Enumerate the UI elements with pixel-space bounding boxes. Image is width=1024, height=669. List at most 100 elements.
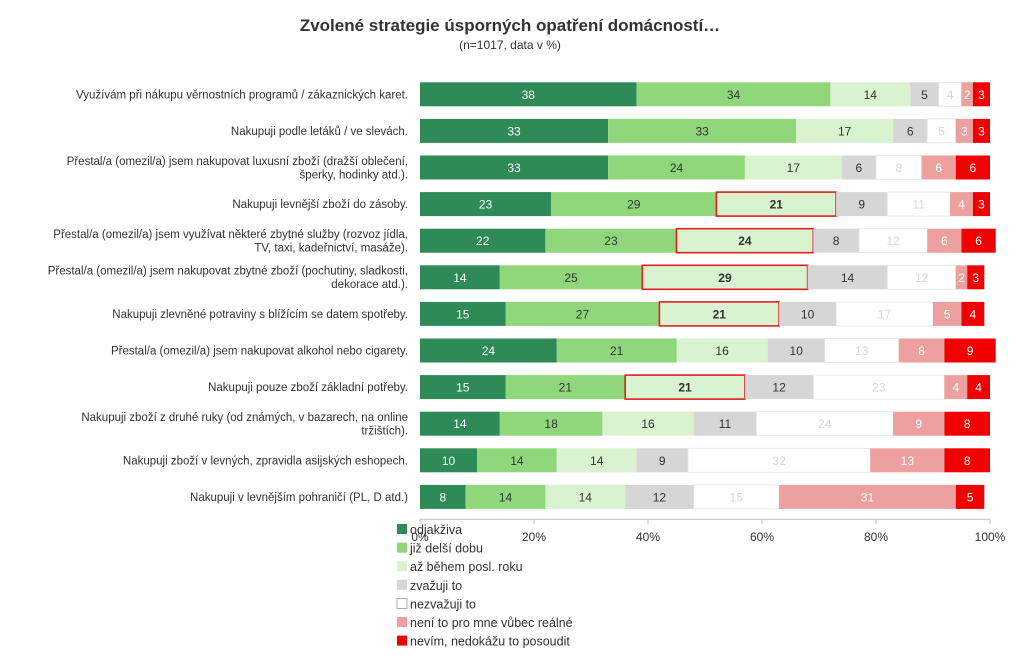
data-label: 24 [818,417,832,431]
x-tick-label: 0% [411,530,429,544]
category-label: Nakupuji v levnějším pohraničí (PL, D at… [190,492,408,504]
data-label: 17 [838,124,852,138]
bar-segment [625,484,694,509]
category-label: Nakupuji zboží v levných, zpravidla asij… [123,455,408,467]
bar-segment [420,301,506,326]
bar-segment [858,228,928,254]
x-tick-label: 20% [522,530,546,544]
data-label: 3 [972,271,979,285]
data-label: 32 [772,454,786,468]
data-label: 14 [510,454,524,468]
bar-segment [420,338,557,363]
bar-segment [972,192,990,217]
category-label-line: TV, taxi, kadeřnictví, masáže). [254,242,408,254]
bar-segment [910,82,939,107]
category-label-line: Využívám při nákupu věrnostních programů… [76,89,408,101]
category-label-line: Nakupuji v levnějším pohraničí (PL, D at… [190,492,408,504]
legend-label: zvažuji to [410,579,462,593]
data-label: 11 [719,417,732,431]
bar-segment [744,155,842,180]
data-label: 5 [938,124,945,138]
bar-segment [933,301,962,326]
bar-segment [813,228,859,253]
bar-segment [796,118,894,143]
data-label: 21 [559,381,573,395]
bar-segment [641,264,809,291]
bar-segment [944,375,968,400]
bar-segment [556,448,637,473]
data-label: 14 [864,88,878,102]
bar-segment [505,301,660,326]
data-label: 6 [941,234,948,248]
category-label-line: Přestal/a (omezil/a) jsem nakupovat luxu… [67,156,408,168]
x-tick-label: 80% [864,530,888,544]
data-label: 33 [695,124,709,138]
data-label: 29 [627,198,641,212]
category-label-line: šperky, hodinky atd.). [300,169,408,181]
bar-segment [608,155,745,180]
bar-segment [687,447,871,473]
data-label: 17 [787,161,801,175]
bar-segment [824,338,900,363]
category-label-line: Nakupuji podle letáků / ve slevách. [231,126,408,138]
category-label-line: Přestal/a (omezil/a) jsem využívat někte… [53,229,408,241]
data-label: 10 [442,454,456,468]
legend-label: až během posl. roku [410,560,523,574]
bar-segment [961,301,985,326]
data-label: 4 [952,381,959,395]
bar-segment [420,155,609,180]
bar-segment [972,118,990,143]
bar-segment [499,411,603,436]
bar-segment [961,82,973,107]
bar-segment [545,228,677,253]
data-label: 23 [479,198,493,212]
category-label: Nakupuji zlevněné potraviny s blížícím s… [112,309,408,321]
legend-label: nevím, nedokážu to posoudit [410,635,570,649]
data-label: 9 [858,198,865,212]
bar-segment [499,265,643,290]
bar-segment [927,228,962,253]
data-label: 4 [947,88,954,102]
bar-segment [961,228,996,253]
data-label: 5 [921,88,928,102]
data-label: 21 [770,198,784,212]
x-tick-label: 100% [975,530,1006,544]
legend-swatch [397,561,407,572]
bar-segment [477,448,557,473]
legend-swatch [397,524,407,534]
bar-segment [898,338,945,363]
data-label: 11 [913,198,926,212]
data-label: 8 [964,417,971,431]
data-label: 6 [856,161,863,175]
data-label: 22 [476,234,490,248]
data-label: 6 [975,234,982,248]
bar-segment [944,448,990,473]
bar-segment [505,375,626,400]
data-label: 12 [772,381,786,395]
data-label: 4 [970,307,977,321]
bar-segment [955,484,985,509]
data-label: 38 [522,88,536,102]
data-label: 3 [978,124,985,138]
bar-segment [944,338,996,363]
data-label: 2 [958,271,965,285]
data-label: 6 [935,161,942,175]
category-label: Přestal/a (omezil/a) jsem nakupovat alko… [111,346,408,358]
bar-segment [676,338,768,363]
legend-swatch [396,598,408,609]
data-label: 23 [872,381,886,395]
bar-segment [887,191,951,217]
legend: odjakživa již delší dobu až během posl. ro… [396,523,573,649]
legend-label: odjakživa [410,523,462,537]
category-label: Nakupuji podle letáků / ve slevách. [231,126,408,138]
bar-segment [767,338,825,363]
data-label: 21 [610,344,624,358]
bar-segment [967,375,990,400]
bar-segment [693,484,780,510]
bar-segment [420,484,466,509]
bar-segment [893,118,928,143]
legend-label: nezvažuji to [410,597,476,611]
data-label: 12 [653,490,667,504]
data-label: 5 [967,490,974,504]
data-label: 17 [878,307,892,321]
